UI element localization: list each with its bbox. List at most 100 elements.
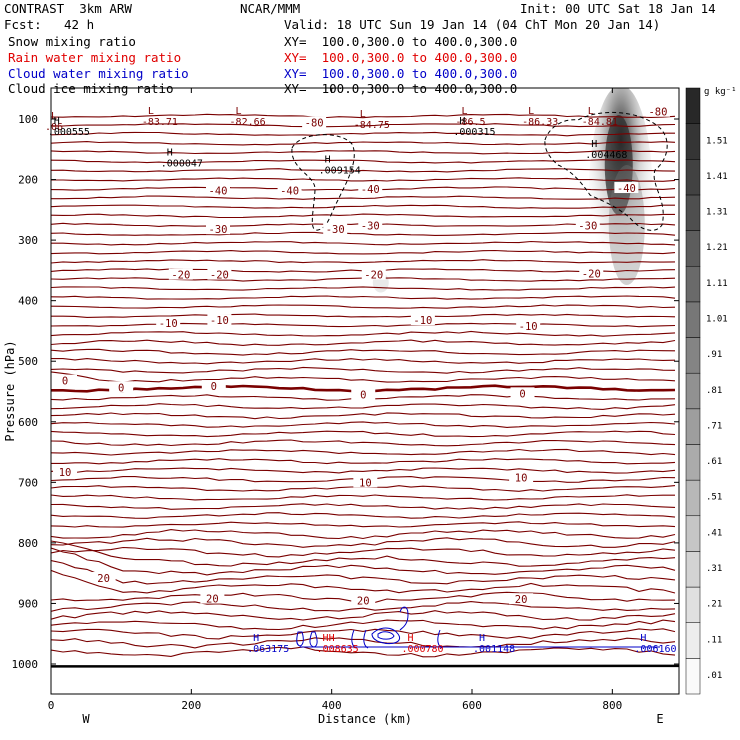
contour-label-bg <box>53 374 78 386</box>
fcst-label: Fcst: <box>4 17 42 32</box>
contour-label-bg <box>207 268 232 280</box>
isotherm-line <box>51 537 676 548</box>
contour-label-bg <box>614 182 639 194</box>
isotherm-line <box>51 439 676 447</box>
contour-label: -20 <box>582 268 601 280</box>
extremum-value: .06 <box>45 122 63 133</box>
colorbar-cell <box>685 230 701 267</box>
contour-label: -80 <box>648 107 667 119</box>
isotherm-line <box>51 249 676 255</box>
colorbar-cell <box>685 123 701 160</box>
colorbar-cell <box>685 372 701 410</box>
colorbar-label: 1.41 <box>706 172 728 182</box>
y-tick-label: 600 <box>18 416 38 429</box>
isotherm-line <box>51 231 676 236</box>
isotherm-line <box>51 313 676 318</box>
isotherm-line <box>51 358 676 365</box>
isotherm-line <box>51 421 676 428</box>
extremum-mark: L <box>461 106 467 117</box>
contour-label-bg <box>323 223 348 235</box>
x-tick-label: 400 <box>322 699 342 712</box>
extremum-value: .000555 <box>48 127 90 138</box>
extremum-mark: L <box>528 106 534 117</box>
colorbar-label: .11 <box>706 635 722 645</box>
isotherm-line <box>51 339 676 346</box>
isotherm-line <box>51 601 676 612</box>
colorbar-label: 1.31 <box>706 208 728 218</box>
extremum-mark: H <box>640 633 646 644</box>
isotherm-line <box>51 458 676 465</box>
contour-label-bg <box>361 268 386 280</box>
field-rain-name: Rain water mixing ratio <box>8 50 182 65</box>
isotherm-line <box>51 366 676 374</box>
isotherm-line <box>51 637 676 649</box>
contour-label-bg <box>109 381 134 393</box>
isotherm-line <box>51 403 676 410</box>
cloud-water-contour <box>371 627 400 645</box>
contour-label: 0 <box>62 376 68 388</box>
isotherm-line <box>51 159 676 164</box>
contour-label: 0 <box>211 381 217 393</box>
isotherm-line <box>51 168 676 173</box>
isotherm-line <box>51 330 676 337</box>
colorbar-cell <box>685 265 701 303</box>
contour-label: -30 <box>578 221 597 233</box>
cloud-ice-outline <box>291 134 355 231</box>
isotherm-line <box>51 503 676 510</box>
contour-label: -40 <box>617 183 636 195</box>
extremum-mark: L <box>236 106 242 117</box>
contour-label: -20 <box>171 270 190 282</box>
contour-label-bg <box>168 268 193 280</box>
contour-label: -40 <box>280 185 299 197</box>
extremum-mark: HH <box>323 633 335 644</box>
colorbar-label: .61 <box>706 457 722 467</box>
model-title: CONTRAST 3km ARW <box>4 1 132 16</box>
colorbar-cell <box>685 408 701 445</box>
colorbar-cell <box>685 622 701 659</box>
isotherm-line <box>51 177 676 182</box>
extremum-value: -84.75 <box>354 120 390 131</box>
colorbar-label: .21 <box>706 600 722 610</box>
colorbar-label: .01 <box>706 671 722 681</box>
contour-label: -40 <box>361 184 380 196</box>
ground-line <box>51 664 679 668</box>
y-tick-label: 700 <box>18 476 38 489</box>
extremum-mark: H <box>407 633 413 644</box>
contour-label-bg <box>207 314 232 326</box>
cloud-water-contour <box>377 631 395 640</box>
colorbar-label: 1.51 <box>706 136 728 146</box>
field-cloudwater-xy: XY= 100.0,300.0 to 400.0,300.0 <box>284 66 518 81</box>
contour-label-bg <box>358 183 383 195</box>
contour-label-bg <box>645 105 670 117</box>
colorbar-cell <box>685 658 701 695</box>
colorbar-cell <box>685 586 701 623</box>
colorbar-label: .71 <box>706 421 722 431</box>
extremum-value: .004468 <box>585 150 627 161</box>
contour-label: 0 <box>360 390 366 402</box>
contour-label-bg <box>205 184 230 196</box>
y-axis-label: Pressure (hPa) <box>3 340 17 441</box>
extremum-value: .000315 <box>453 127 495 138</box>
contour-label: 10 <box>59 467 72 479</box>
contour-label: 20 <box>515 594 528 606</box>
contour-label: -20 <box>210 270 229 282</box>
isotherm-line <box>51 430 676 438</box>
isotherm-line <box>51 304 676 309</box>
contour-label: 10 <box>359 477 372 489</box>
isotherm-line <box>51 646 676 658</box>
contour-label: 20 <box>206 594 219 606</box>
extremum-value: -82.66 <box>230 117 266 128</box>
init-time: Init: 00 UTC Sat 18 Jan 14 <box>520 1 716 16</box>
contour-label-bg <box>351 594 376 606</box>
isotherm-line <box>51 240 676 246</box>
colorbar-label: .31 <box>706 564 722 574</box>
contour-label: -20 <box>364 270 383 282</box>
extremum-value: .000047 <box>161 158 203 169</box>
contour-label-bg <box>575 219 600 231</box>
fcst-value: 42 h <box>64 17 95 32</box>
contour-label-bg <box>277 184 302 196</box>
colorbar-cell <box>685 515 701 552</box>
contour-label-bg <box>516 320 541 332</box>
colorbar-label: .91 <box>706 350 722 360</box>
isotherm-line <box>51 295 676 300</box>
